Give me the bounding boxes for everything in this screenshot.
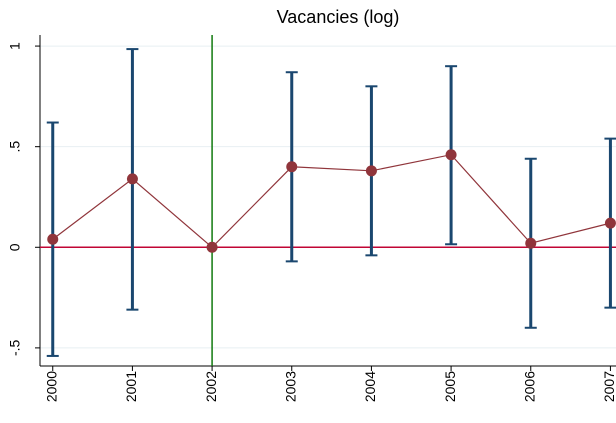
estimate-point bbox=[445, 149, 457, 161]
x-tick-label: 2001 bbox=[123, 371, 139, 402]
x-tick-label: 2000 bbox=[43, 371, 59, 402]
estimate-point bbox=[47, 233, 59, 245]
estimate-line bbox=[52, 154, 611, 249]
x-tick-label: 2004 bbox=[362, 371, 378, 402]
chart-title: Vacancies (log) bbox=[277, 7, 400, 27]
estimate-point bbox=[286, 161, 298, 173]
estimate-point bbox=[365, 165, 377, 177]
plot-area bbox=[40, 35, 616, 366]
x-tick-label: 2003 bbox=[282, 371, 298, 402]
y-tick-label: 0 bbox=[7, 243, 23, 251]
estimate-point bbox=[525, 237, 537, 249]
x-tick-label: 2006 bbox=[521, 371, 537, 402]
y-tick-label: .5 bbox=[7, 141, 23, 153]
estimate-point bbox=[206, 241, 218, 253]
y-tick-label: 1 bbox=[7, 42, 23, 50]
estimate-point bbox=[604, 217, 616, 229]
x-tick-label: 2007 bbox=[601, 371, 616, 402]
estimate-point bbox=[126, 173, 138, 185]
x-tick-label: 2005 bbox=[442, 371, 458, 402]
y-tick-label: -.5 bbox=[7, 340, 23, 357]
x-tick-label: 2002 bbox=[203, 371, 219, 402]
